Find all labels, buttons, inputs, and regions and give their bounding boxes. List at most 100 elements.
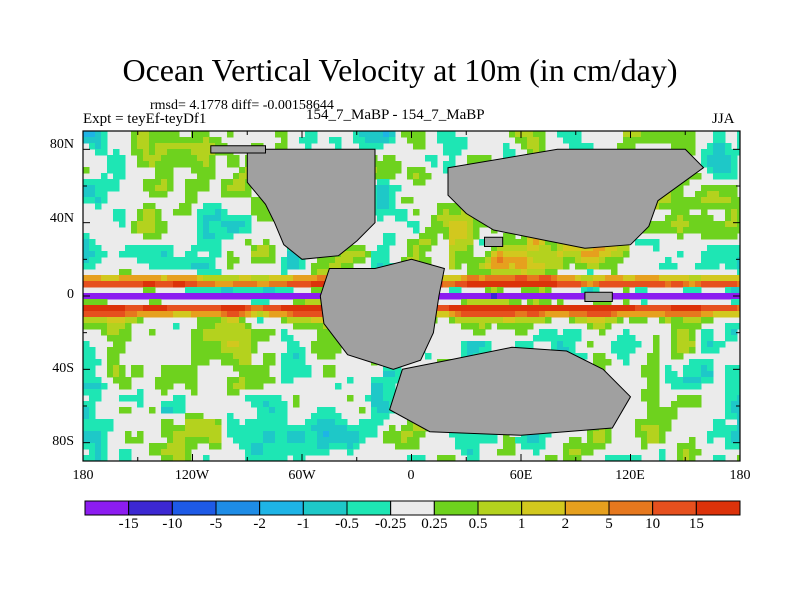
field-cell [701,191,708,198]
field-cell [467,299,474,306]
field-cell [545,299,552,306]
field-cell [455,311,462,318]
field-cell [695,287,702,294]
field-cell [665,197,672,204]
field-cell [683,383,690,390]
field-cell [215,317,222,324]
field-cell [197,167,204,174]
field-cell [185,383,192,390]
field-cell [677,251,684,258]
field-cell [437,215,444,222]
field-cell [263,209,270,216]
field-cell [689,227,696,234]
field-cell [473,155,480,162]
field-cell [191,341,198,348]
field-cell [161,263,168,270]
field-cell [89,365,96,372]
field-cell [719,143,726,150]
field-cell [143,257,150,264]
field-cell [725,203,732,210]
field-cell [587,311,594,318]
field-cell [701,341,708,348]
field-cell [611,311,618,318]
field-cell [203,131,210,138]
field-cell [197,209,204,216]
field-cell [347,251,354,258]
field-cell [95,395,102,402]
field-cell [653,221,660,228]
field-cell [161,275,168,282]
field-cell [659,425,666,432]
field-cell [293,449,300,456]
field-cell [149,155,156,162]
field-cell [245,239,252,246]
field-cell [551,455,558,461]
field-cell [593,287,600,294]
field-cell [155,245,162,252]
field-cell [551,251,558,258]
field-cell [101,293,108,300]
field-cell [155,233,162,240]
field-cell [515,437,522,444]
field-cell [413,167,420,174]
field-cell [683,215,690,222]
field-cell [461,245,468,252]
field-cell [269,329,276,336]
lat-label-80s: 80S [52,434,74,449]
field-cell [521,293,528,300]
field-cell [485,269,492,276]
field-cell [329,365,336,372]
field-cell [713,305,720,312]
field-cell [503,299,510,306]
field-cell [509,443,516,450]
field-cell [83,263,90,270]
field-cell [251,203,258,210]
field-cell [281,263,288,270]
field-cell [245,425,252,432]
field-cell [173,431,180,438]
colorbar-label: -15 [118,516,139,532]
field-cell [467,347,474,354]
field-cell [701,215,708,222]
field-cell [83,185,90,192]
field-cell [227,317,234,324]
field-cell [653,293,660,300]
field-cell [539,329,546,336]
field-cell [275,395,282,402]
field-cell [689,281,696,288]
field-cell [677,233,684,240]
field-cell [173,311,180,318]
field-cell [731,245,738,252]
field-cell [593,323,600,330]
field-cell [419,233,426,240]
field-cell [617,251,624,258]
field-cell [191,443,198,450]
field-cell [149,185,156,192]
field-cell [191,365,198,372]
field-cell [179,143,186,150]
field-cell [119,329,126,336]
field-cell [629,347,636,354]
field-cell [335,341,342,348]
field-cell [341,263,348,270]
field-cell [209,353,216,360]
field-cell [233,191,240,198]
field-cell [221,281,228,288]
field-cell [383,251,390,258]
field-cell [233,173,240,180]
field-cell [227,191,234,198]
field-cell [113,275,120,282]
field-cell [359,419,366,426]
field-cell [725,293,732,300]
field-cell [695,449,702,456]
field-cell [665,407,672,414]
field-cell [395,365,402,372]
field-cell [323,443,330,450]
field-cell [131,305,138,312]
field-cell [683,131,690,138]
field-cell [83,323,90,330]
field-cell [341,443,348,450]
field-cell [89,251,96,258]
field-cell [683,281,690,288]
field-cell [179,401,186,408]
